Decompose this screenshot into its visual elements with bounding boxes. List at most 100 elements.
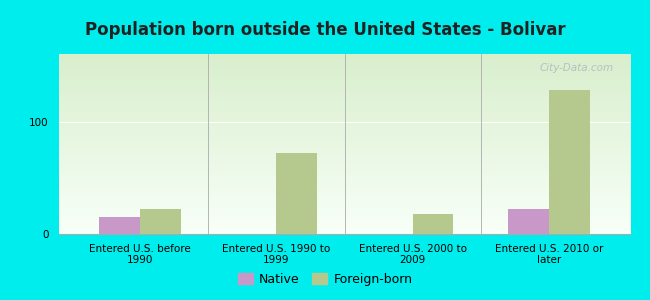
Bar bbox=[58, 182, 630, 184]
Bar bbox=[58, 54, 630, 56]
Bar bbox=[58, 95, 630, 97]
Bar bbox=[58, 158, 630, 160]
Bar bbox=[58, 122, 630, 124]
Bar bbox=[58, 194, 630, 196]
Bar bbox=[58, 99, 630, 101]
Bar bbox=[58, 117, 630, 119]
Bar bbox=[58, 178, 630, 180]
Bar bbox=[58, 205, 630, 207]
Bar bbox=[58, 81, 630, 83]
Bar bbox=[99, 217, 140, 234]
Bar bbox=[58, 185, 630, 187]
Bar bbox=[58, 103, 630, 104]
Bar bbox=[58, 63, 630, 65]
Bar bbox=[58, 155, 630, 157]
Bar bbox=[58, 124, 630, 126]
Bar bbox=[58, 61, 630, 63]
Bar bbox=[58, 94, 630, 95]
Bar bbox=[58, 86, 630, 88]
Bar bbox=[58, 135, 630, 137]
Bar bbox=[549, 90, 590, 234]
Bar bbox=[58, 229, 630, 230]
Bar bbox=[58, 146, 630, 148]
Bar bbox=[58, 203, 630, 205]
Bar bbox=[140, 209, 181, 234]
Bar bbox=[58, 193, 630, 194]
Bar bbox=[58, 198, 630, 200]
Bar bbox=[508, 209, 549, 234]
Bar bbox=[58, 209, 630, 211]
Bar bbox=[58, 162, 630, 164]
Bar bbox=[58, 191, 630, 193]
Bar bbox=[58, 157, 630, 158]
Bar bbox=[58, 142, 630, 144]
Bar bbox=[58, 140, 630, 142]
Bar bbox=[58, 223, 630, 225]
Bar bbox=[58, 108, 630, 110]
Bar bbox=[58, 131, 630, 133]
Bar bbox=[58, 196, 630, 198]
Bar bbox=[58, 202, 630, 203]
Bar bbox=[58, 77, 630, 79]
Bar bbox=[58, 58, 630, 59]
Bar bbox=[58, 130, 630, 131]
Bar bbox=[58, 166, 630, 167]
Bar bbox=[58, 148, 630, 149]
Bar bbox=[58, 92, 630, 94]
Bar bbox=[58, 220, 630, 221]
Bar bbox=[58, 207, 630, 209]
Bar bbox=[58, 79, 630, 81]
Bar bbox=[58, 97, 630, 99]
Bar bbox=[58, 176, 630, 178]
Bar bbox=[58, 164, 630, 166]
Bar bbox=[58, 137, 630, 139]
Bar bbox=[58, 113, 630, 115]
Bar bbox=[58, 221, 630, 223]
Bar bbox=[58, 76, 630, 77]
Bar bbox=[58, 227, 630, 229]
Bar bbox=[58, 151, 630, 153]
Bar bbox=[58, 83, 630, 85]
Bar bbox=[58, 144, 630, 146]
Bar bbox=[58, 211, 630, 212]
Bar bbox=[58, 153, 630, 155]
Bar bbox=[58, 101, 630, 103]
Bar bbox=[58, 160, 630, 162]
Bar bbox=[58, 59, 630, 61]
Bar bbox=[58, 106, 630, 108]
Bar bbox=[58, 216, 630, 218]
Bar bbox=[58, 184, 630, 185]
Bar bbox=[58, 110, 630, 112]
Bar bbox=[58, 67, 630, 68]
Bar bbox=[58, 119, 630, 121]
Bar bbox=[58, 187, 630, 189]
Bar bbox=[58, 104, 630, 106]
Bar bbox=[58, 173, 630, 175]
Bar bbox=[58, 65, 630, 67]
Bar bbox=[58, 149, 630, 151]
Bar bbox=[58, 200, 630, 202]
Bar bbox=[58, 230, 630, 232]
Bar bbox=[58, 139, 630, 140]
Bar bbox=[58, 74, 630, 76]
Text: City-Data.com: City-Data.com bbox=[540, 63, 614, 73]
Bar bbox=[58, 70, 630, 72]
Bar bbox=[58, 115, 630, 117]
Legend: Native, Foreign-born: Native, Foreign-born bbox=[233, 268, 417, 291]
Bar bbox=[58, 112, 630, 113]
Bar bbox=[58, 225, 630, 227]
Bar bbox=[58, 232, 630, 234]
Bar bbox=[58, 90, 630, 92]
Bar bbox=[58, 56, 630, 58]
Bar bbox=[58, 167, 630, 169]
Bar bbox=[58, 128, 630, 130]
Bar bbox=[276, 153, 317, 234]
Text: Population born outside the United States - Bolivar: Population born outside the United State… bbox=[84, 21, 566, 39]
Bar bbox=[58, 133, 630, 135]
Bar bbox=[58, 171, 630, 173]
Bar bbox=[58, 189, 630, 191]
Bar bbox=[58, 169, 630, 171]
Bar bbox=[413, 214, 454, 234]
Bar bbox=[58, 88, 630, 90]
Bar bbox=[58, 68, 630, 70]
